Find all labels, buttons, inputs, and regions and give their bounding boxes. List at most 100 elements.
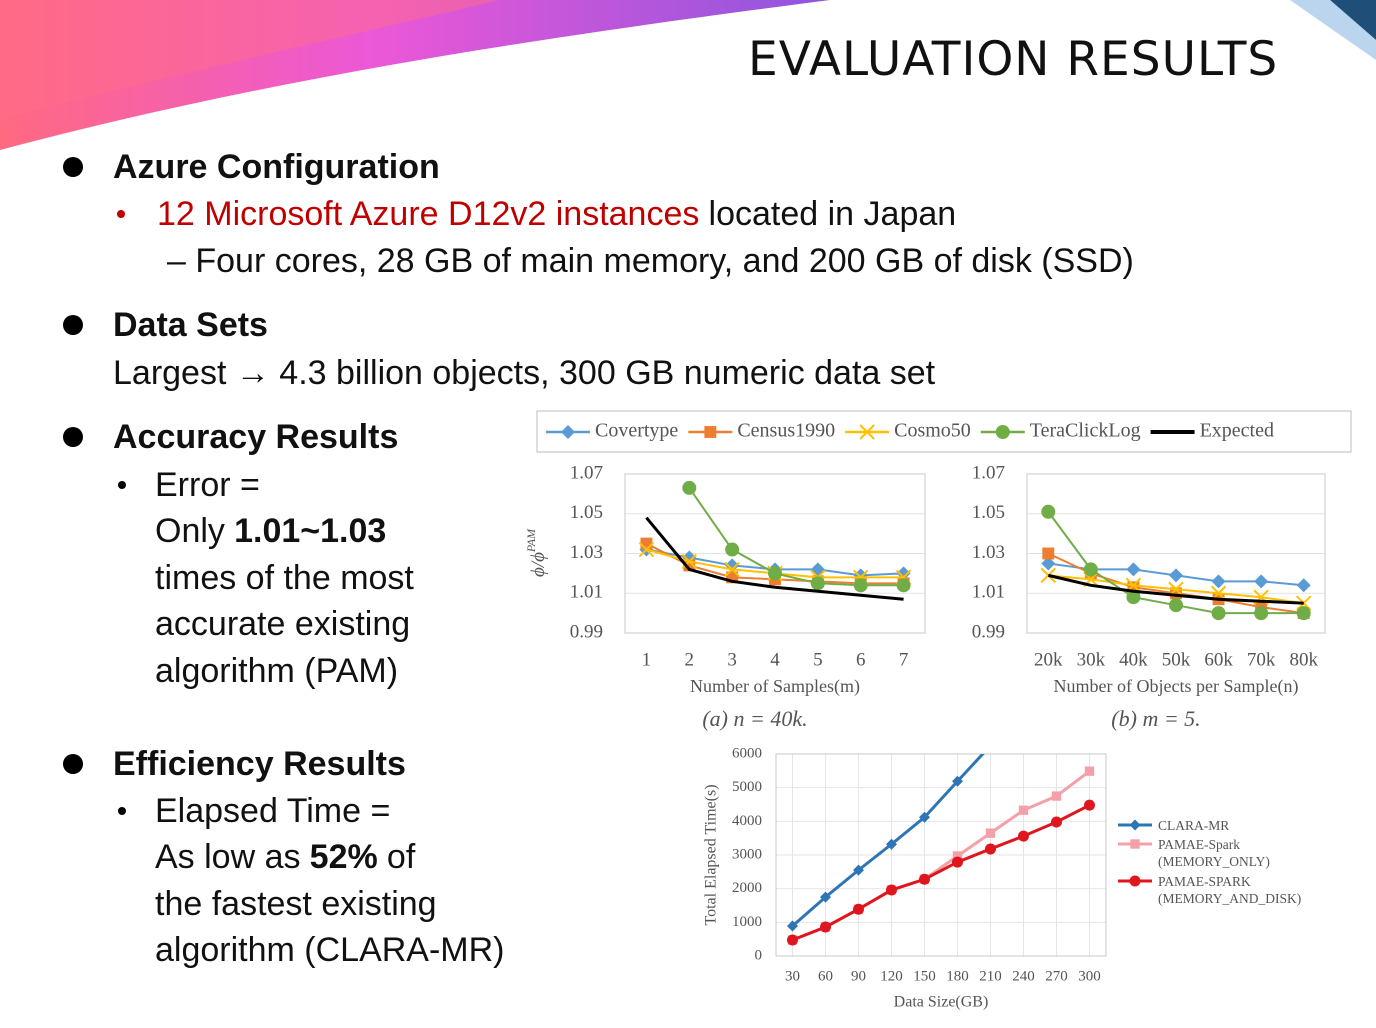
series-line xyxy=(791,769,1091,942)
y-tick-label: 4000 xyxy=(732,813,762,829)
x-tick-label: 30 xyxy=(785,968,800,984)
y-tick-label: 1.01 xyxy=(570,582,603,603)
x-tick-label: 180 xyxy=(946,968,969,984)
marker xyxy=(1254,574,1269,589)
marker xyxy=(886,884,897,896)
marker xyxy=(1130,839,1140,849)
y-tick-label: 1000 xyxy=(732,914,762,930)
marker xyxy=(638,541,655,558)
bullet xyxy=(63,427,83,447)
x-tick-label: 60 xyxy=(818,968,833,984)
marker xyxy=(985,740,996,751)
legend-box xyxy=(536,410,1352,453)
marker xyxy=(820,921,831,933)
text-line: algorithm (CLARA-MR) xyxy=(155,930,505,970)
marker xyxy=(1296,606,1311,621)
marker xyxy=(1018,830,1029,842)
legend-label: Covertype xyxy=(595,420,678,442)
marker xyxy=(985,828,996,838)
x-tick-label: 60k xyxy=(1204,649,1233,670)
marker xyxy=(810,562,825,577)
marker xyxy=(1084,799,1095,811)
text-line: 12 Microsoft Azure D12v2 instances locate… xyxy=(157,194,956,234)
text: Only xyxy=(155,512,225,550)
marker xyxy=(787,934,798,946)
marker xyxy=(1296,578,1311,593)
decor-swoosh xyxy=(0,0,500,120)
legend-label: PAMAE-SPARK (MEMORY_AND_DISK) xyxy=(1158,874,1302,906)
x-axis-label: Number of Objects per Sample(n) xyxy=(1054,676,1299,697)
bullet xyxy=(63,754,83,774)
text-line: times of the most xyxy=(155,558,414,598)
marker xyxy=(919,873,930,885)
text: As low as xyxy=(155,838,301,876)
marker xyxy=(859,424,875,440)
marker xyxy=(726,571,739,584)
y-tick-label: 5000 xyxy=(732,779,762,795)
y-tick-label: 6000 xyxy=(732,745,762,761)
series-group xyxy=(1040,504,1312,621)
marker xyxy=(1051,791,1062,801)
legend-label: Expected xyxy=(1200,420,1274,442)
marker xyxy=(853,864,864,876)
marker xyxy=(952,851,963,861)
legend-label: CLARA-MR xyxy=(1158,818,1230,833)
text-line: Largest → 4.3 billion objects, 300 GB nu… xyxy=(113,354,936,392)
x-tick-label: 4 xyxy=(770,649,780,670)
heading: Efficiency Results xyxy=(113,745,406,783)
x-tick-label: 50k xyxy=(1162,649,1191,670)
marker xyxy=(1254,606,1269,621)
x-tick-label: 2 xyxy=(685,649,695,670)
y-tick-label: 1.07 xyxy=(972,462,1005,483)
y-tick-label: 0.99 xyxy=(570,621,603,642)
text: algorithm (PAM) xyxy=(155,652,399,690)
text: times of the most xyxy=(155,559,414,597)
x-tick-label: 150 xyxy=(913,968,936,984)
legend-label: TeraClickLog xyxy=(1030,420,1141,442)
x-axis-label: Number of Samples(m) xyxy=(690,676,860,697)
marker xyxy=(820,891,831,903)
heading: Azure Configuration xyxy=(113,148,440,186)
text: Elapsed Time = xyxy=(155,792,391,830)
bullet xyxy=(63,315,83,335)
text-line: – Four cores, 28 GB of main memory, and … xyxy=(167,242,1134,280)
marker xyxy=(683,559,696,572)
marker xyxy=(853,578,868,593)
y-axis-label: Total Elapsed Time(s) xyxy=(703,784,720,925)
marker xyxy=(1126,590,1141,605)
bullet xyxy=(118,481,126,489)
marker xyxy=(995,425,1010,439)
x-tick-label: 300 xyxy=(1078,968,1101,984)
text-line: As low as 52% of xyxy=(155,837,415,877)
marker xyxy=(1127,581,1140,594)
highlight: 12 Microsoft Azure D12v2 instances xyxy=(157,195,700,233)
legend-label: Cosmo50 xyxy=(894,420,971,442)
y-tick-label: 1.07 xyxy=(570,462,603,483)
x-tick-label: 20k xyxy=(1034,649,1063,670)
legend-label: PAMAE-Spark (MEMORY_ONLY) xyxy=(1158,837,1270,869)
x-tick-label: 7 xyxy=(899,649,909,670)
y-tick-label: 0.99 xyxy=(972,621,1005,642)
text-line: algorithm (PAM) xyxy=(155,651,398,691)
series-line xyxy=(645,516,904,601)
x-axis-label: Data Size(GB) xyxy=(894,994,989,1011)
text: Error = xyxy=(155,466,260,504)
marker xyxy=(1169,568,1183,583)
y-tick-label: 3000 xyxy=(732,846,762,862)
marker xyxy=(1041,556,1056,571)
marker xyxy=(919,811,930,823)
marker xyxy=(1083,562,1098,577)
x-tick-label: 40k xyxy=(1119,649,1148,670)
marker xyxy=(1041,504,1056,519)
marker xyxy=(853,903,864,915)
marker xyxy=(561,425,575,439)
x-tick-label: 5 xyxy=(813,649,823,670)
text-line: Elapsed Time = xyxy=(155,791,390,831)
marker xyxy=(1129,819,1141,831)
series-group xyxy=(638,480,912,601)
marker xyxy=(886,838,897,850)
marker xyxy=(952,856,963,868)
marker xyxy=(985,843,996,855)
